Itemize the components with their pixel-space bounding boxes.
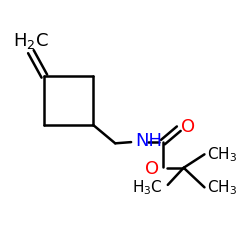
Text: CH$_3$: CH$_3$: [207, 178, 237, 197]
Text: O: O: [145, 160, 159, 178]
Text: CH$_3$: CH$_3$: [207, 145, 237, 164]
Text: NH: NH: [135, 132, 162, 150]
Text: O: O: [181, 118, 195, 136]
Text: H$_2$C: H$_2$C: [12, 31, 48, 51]
Text: H$_3$C: H$_3$C: [132, 178, 163, 197]
